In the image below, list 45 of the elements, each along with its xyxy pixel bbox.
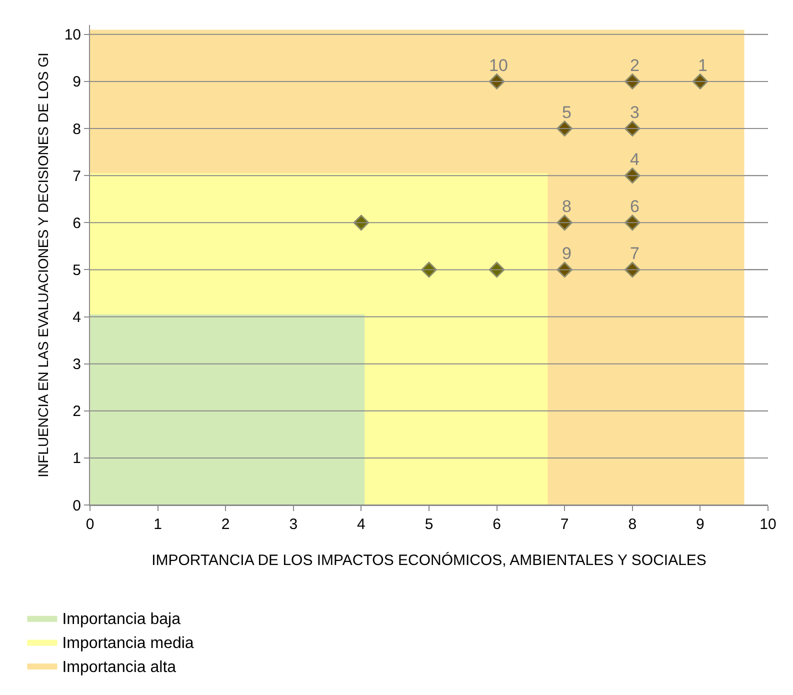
y-tick-label: 7	[72, 168, 81, 185]
y-tick-label: 2	[72, 403, 81, 420]
x-tick-label: 7	[560, 516, 569, 533]
x-tick-label: 0	[86, 516, 94, 533]
y-tick-label: 0	[72, 497, 81, 514]
point	[488, 262, 505, 278]
annotation: 3	[630, 103, 640, 122]
point	[353, 214, 370, 231]
annotation: 6	[630, 197, 640, 216]
point	[556, 262, 572, 278]
x-tick-label: 2	[221, 516, 230, 533]
annotation: 4	[630, 150, 640, 169]
point	[624, 120, 640, 136]
y-tick-label: 5	[72, 262, 81, 279]
point	[624, 168, 640, 184]
x-tick-label: 10	[760, 516, 776, 533]
annotation: 1	[698, 56, 708, 75]
y-tick-label: 8	[72, 120, 81, 138]
point	[624, 262, 640, 278]
y-tick-label: 1	[72, 450, 81, 468]
annotation: 8	[562, 197, 572, 216]
legend-label: Importancia baja	[62, 611, 181, 628]
y-tick-label: 6	[72, 214, 81, 232]
annotation: 9	[562, 244, 572, 263]
x-tick-label: 9	[696, 516, 704, 533]
x-tick-label: 1	[154, 516, 162, 533]
annotation: 5	[562, 103, 572, 122]
x-tick-label: 3	[289, 516, 298, 533]
annotation: 10	[489, 56, 508, 75]
legend-label: Importancia media	[62, 634, 194, 652]
y-tick-label: 9	[72, 74, 81, 91]
annotation: 2	[630, 56, 640, 75]
x-tick-label: 6	[492, 516, 501, 533]
y-tick-label: 10	[64, 26, 81, 44]
annotation: 7	[630, 244, 640, 263]
legend-label: Importancia alta	[62, 658, 176, 676]
y-tick-label: 3	[72, 356, 81, 374]
x-tick-label: 8	[628, 516, 637, 533]
x-tick-label: 4	[357, 516, 366, 533]
x-tick-label: 5	[424, 516, 434, 533]
point	[624, 74, 640, 90]
y-axis-title: INFLUENCIA EN LAS EVALUACIONES Y DECISIONES DE LOS GI	[34, 52, 51, 478]
y-tick-label: 4	[72, 309, 81, 326]
point	[556, 120, 572, 136]
x-axis-title: IMPORTANCIA DE LOS IMPACTOS ECONÓMICOS, AMBIENTALES Y SOCIALES	[152, 551, 706, 569]
